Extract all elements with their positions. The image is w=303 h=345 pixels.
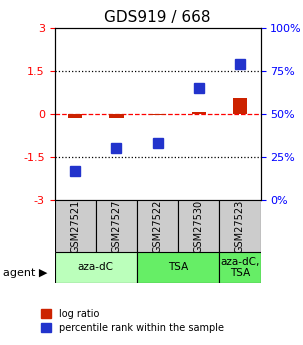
FancyBboxPatch shape (137, 252, 219, 283)
Text: GSM27530: GSM27530 (194, 199, 204, 253)
FancyBboxPatch shape (137, 200, 178, 252)
Text: GSM27523: GSM27523 (235, 199, 245, 253)
FancyBboxPatch shape (55, 252, 137, 283)
Bar (150, 114, 165, 115)
Text: GSM27522: GSM27522 (152, 199, 163, 253)
Text: agent ▶: agent ▶ (3, 268, 47, 277)
FancyBboxPatch shape (96, 200, 137, 252)
Text: TSA: TSA (168, 263, 188, 272)
Text: GSM27527: GSM27527 (111, 199, 122, 253)
Bar (109, 114, 124, 118)
Text: aza-dC: aza-dC (78, 263, 114, 272)
FancyBboxPatch shape (219, 252, 261, 283)
Text: GSM27521: GSM27521 (70, 199, 80, 253)
FancyBboxPatch shape (219, 200, 261, 252)
Text: aza-dC,
TSA: aza-dC, TSA (220, 257, 260, 278)
Bar (68, 114, 82, 118)
Legend: log ratio, percentile rank within the sample: log ratio, percentile rank within the sa… (41, 309, 224, 333)
FancyBboxPatch shape (55, 200, 96, 252)
Title: GDS919 / 668: GDS919 / 668 (104, 10, 211, 25)
Bar (233, 98, 247, 114)
FancyBboxPatch shape (178, 200, 219, 252)
Bar (191, 112, 206, 114)
